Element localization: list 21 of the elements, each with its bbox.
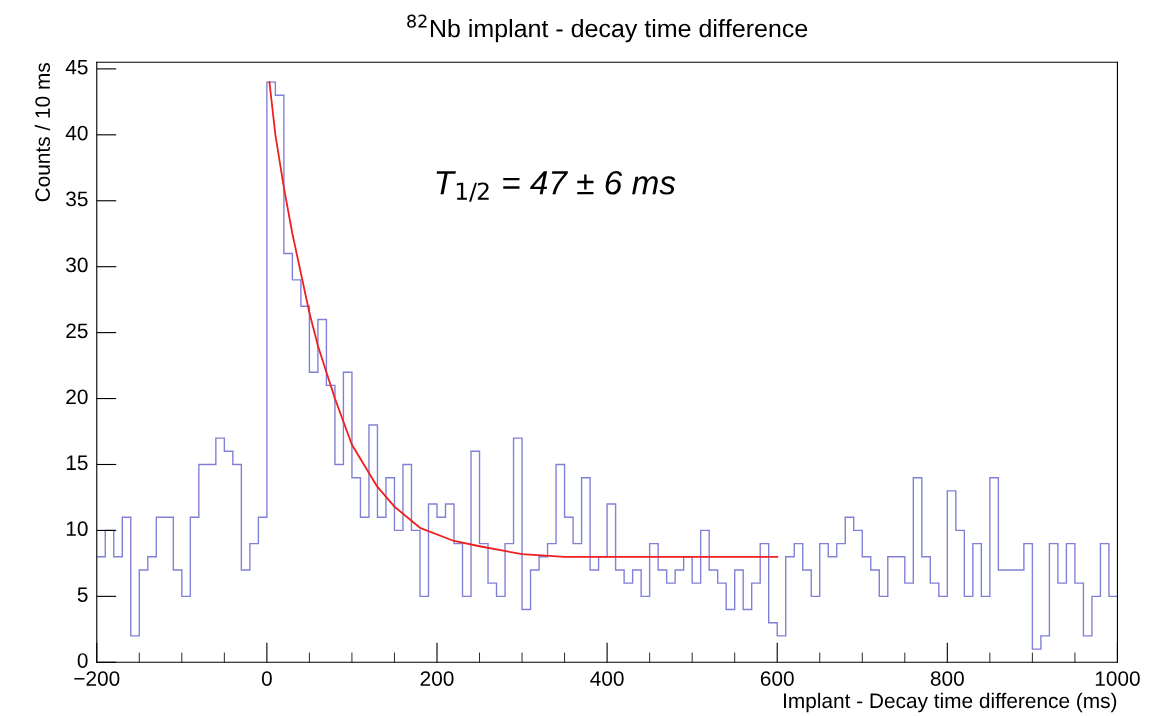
x-tick-label: −200 bbox=[74, 671, 120, 686]
chart-title: $^{82}$Nb implant - decay time difference bbox=[407, 14, 808, 43]
y-tick-label: 10 bbox=[66, 521, 88, 537]
y-tick-label: 35 bbox=[66, 191, 88, 207]
y-tick-label: 0 bbox=[77, 653, 88, 668]
y-tick-label: 5 bbox=[77, 587, 88, 602]
y-tick-label: 45 bbox=[65, 59, 88, 75]
x-tick-label: 400 bbox=[590, 671, 624, 686]
y-tick-label: 40 bbox=[65, 125, 88, 141]
x-axis-title: Implant - Decay time difference (ms) bbox=[784, 692, 1117, 713]
x-tick-label: 800 bbox=[930, 671, 964, 686]
x-tick-label: 200 bbox=[420, 671, 454, 686]
x-tick-label: 0 bbox=[261, 671, 272, 686]
y-axis-title: Counts / 10 ms bbox=[34, 63, 51, 202]
y-tick-label: 15 bbox=[66, 455, 88, 471]
y-tick-label: 30 bbox=[66, 257, 88, 273]
y-tick-label: 25 bbox=[66, 323, 88, 339]
x-tick-label: 600 bbox=[760, 671, 794, 686]
x-tick-label: 1000 bbox=[1095, 671, 1140, 686]
annotation: T$_{1/2}$ = 47 ± 6 ms bbox=[436, 170, 676, 202]
y-tick-label: 20 bbox=[66, 389, 88, 405]
